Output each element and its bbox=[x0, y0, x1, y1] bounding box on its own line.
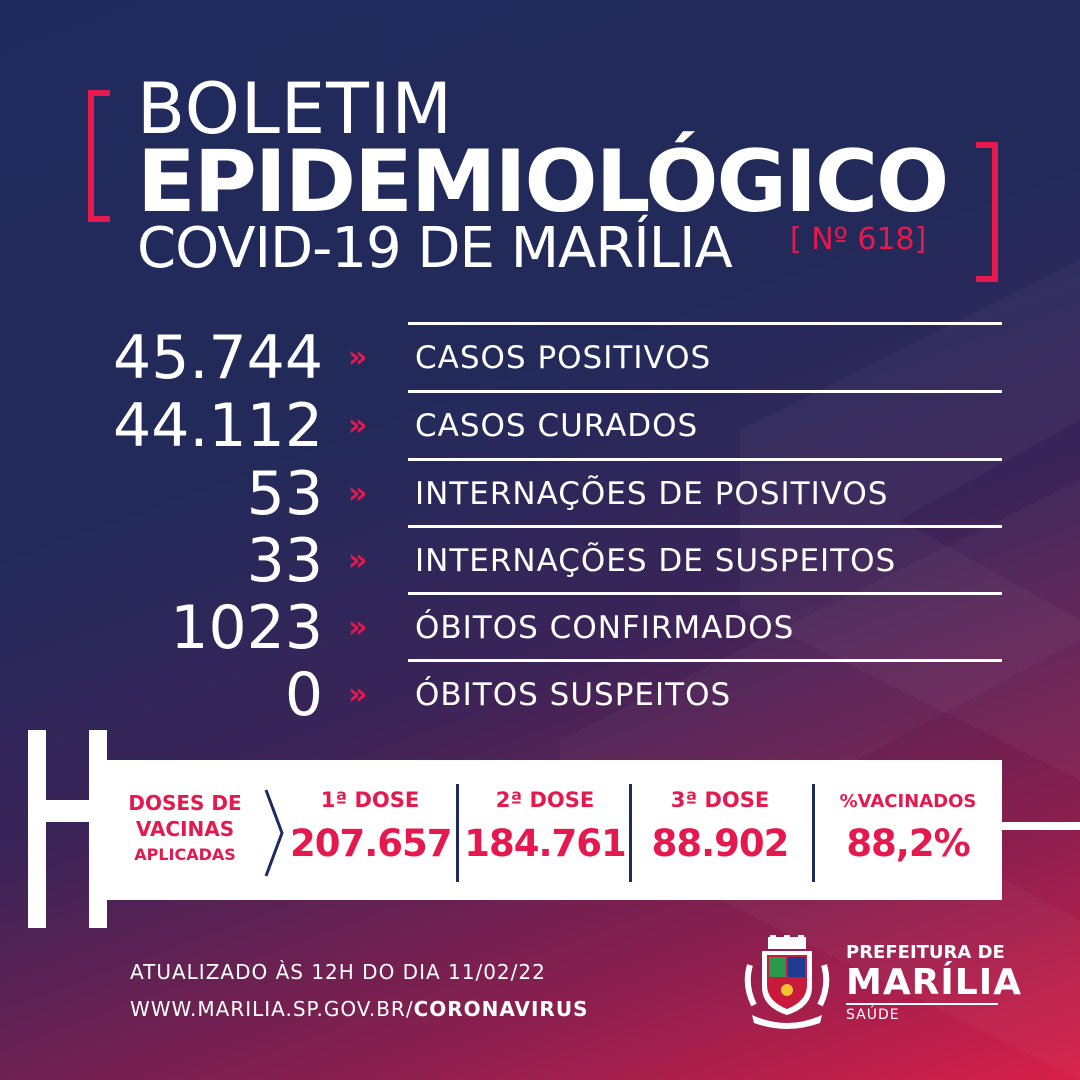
dose-label: 2ª DOSE bbox=[495, 788, 595, 812]
website-link[interactable]: WWW.MARILIA.SP.GOV.BR/CORONAVIRUS bbox=[130, 997, 588, 1021]
stat-rule bbox=[408, 458, 1002, 461]
title-line-3: COVID-19 DE MARÍLIA bbox=[137, 216, 733, 281]
website-url-path: CORONAVIRUS bbox=[413, 997, 589, 1021]
header-bracket-left bbox=[88, 90, 110, 222]
dose-label: %VACINADOS bbox=[839, 791, 977, 812]
updated-timestamp: ATUALIZADO ÀS 12H DO DIA 11/02/22 bbox=[130, 960, 546, 984]
logo-line-2: MARÍLIA bbox=[846, 962, 1022, 1003]
dose-column-first: 1ª DOSE 207.657 bbox=[290, 760, 453, 900]
double-chevron-icon: » bbox=[348, 543, 367, 578]
double-chevron-icon: » bbox=[348, 408, 367, 443]
stat-rule bbox=[408, 592, 1002, 595]
title-line-1: BOLETIM bbox=[137, 68, 453, 150]
stat-label: INTERNAÇÕES DE SUSPEITOS bbox=[415, 543, 897, 579]
stat-label: INTERNAÇÕES DE POSITIVOS bbox=[415, 476, 889, 512]
syringe-needle bbox=[1000, 822, 1080, 830]
stat-value: 53 bbox=[246, 459, 323, 529]
double-chevron-icon: » bbox=[348, 340, 367, 375]
stat-rule bbox=[408, 659, 1002, 662]
stat-row-suspected-deaths: 0 » ÓBITOS SUSPEITOS bbox=[0, 661, 1080, 729]
stat-row-cured-cases: 44.112 » CASOS CURADOS bbox=[0, 392, 1080, 460]
logo-line-1: PREFEITURA DE bbox=[846, 942, 1005, 963]
dose-value: 88.902 bbox=[651, 822, 790, 865]
syringe-flange-outer bbox=[28, 730, 46, 928]
dose-divider bbox=[456, 784, 459, 882]
city-coat-of-arms-logo bbox=[744, 935, 830, 1029]
doses-title-line-3: APLICADAS bbox=[134, 845, 236, 864]
doses-title-line-2: VACINAS bbox=[135, 817, 235, 841]
dose-label: 3ª DOSE bbox=[670, 788, 770, 812]
dose-value: 207.657 bbox=[290, 822, 453, 865]
dose-column-third: 3ª DOSE 88.902 bbox=[635, 760, 805, 900]
stat-rule bbox=[408, 322, 1002, 325]
dose-divider bbox=[812, 784, 815, 882]
dose-label: 1ª DOSE bbox=[320, 788, 420, 812]
stat-value: 45.744 bbox=[113, 323, 323, 393]
dose-column-vaccinated-percent: %VACINADOS 88,2% bbox=[818, 760, 998, 900]
dose-value: 184.761 bbox=[464, 822, 627, 865]
stat-row-hospitalized-positive: 53 » INTERNAÇÕES DE POSITIVOS bbox=[0, 460, 1080, 528]
vaccine-doses-panel: DOSES DE VACINAS APLICADAS 1ª DOSE 207.6… bbox=[100, 760, 1002, 900]
stat-value: 33 bbox=[246, 526, 323, 596]
doses-title: DOSES DE VACINAS APLICADAS bbox=[115, 790, 255, 868]
stat-label: ÓBITOS SUSPEITOS bbox=[415, 677, 732, 713]
stat-row-positive-cases: 45.744 » CASOS POSITIVOS bbox=[0, 324, 1080, 392]
double-chevron-icon: » bbox=[348, 677, 367, 712]
website-url-prefix: WWW.MARILIA.SP.GOV.BR/ bbox=[130, 997, 414, 1021]
stat-label: CASOS CURADOS bbox=[415, 408, 699, 444]
stat-rule bbox=[408, 390, 1002, 393]
stat-row-hospitalized-suspected: 33 » INTERNAÇÕES DE SUSPEITOS bbox=[0, 527, 1080, 595]
dose-column-second: 2ª DOSE 184.761 bbox=[462, 760, 628, 900]
stat-value: 1023 bbox=[170, 593, 323, 663]
bulletin-number: [ Nº 618] bbox=[790, 222, 927, 257]
dose-value: 88,2% bbox=[846, 822, 970, 865]
logo-line-3: SAÚDE bbox=[846, 1007, 900, 1023]
stat-label: CASOS POSITIVOS bbox=[415, 340, 712, 376]
logo-divider bbox=[846, 1003, 998, 1005]
title-line-2: EPIDEMIOLÓGICO bbox=[137, 132, 949, 232]
stat-value: 44.112 bbox=[113, 391, 323, 461]
double-chevron-icon: » bbox=[348, 610, 367, 645]
double-chevron-icon: » bbox=[348, 476, 367, 511]
dose-divider bbox=[629, 784, 632, 882]
header-bracket-right bbox=[976, 142, 998, 282]
stat-label: ÓBITOS CONFIRMADOS bbox=[415, 610, 795, 646]
stat-rule bbox=[408, 525, 1002, 528]
stat-row-confirmed-deaths: 1023 » ÓBITOS CONFIRMADOS bbox=[0, 594, 1080, 662]
chevron-right-icon bbox=[264, 789, 284, 877]
stat-value: 0 bbox=[284, 660, 323, 730]
doses-title-line-1: DOSES DE bbox=[128, 791, 242, 815]
